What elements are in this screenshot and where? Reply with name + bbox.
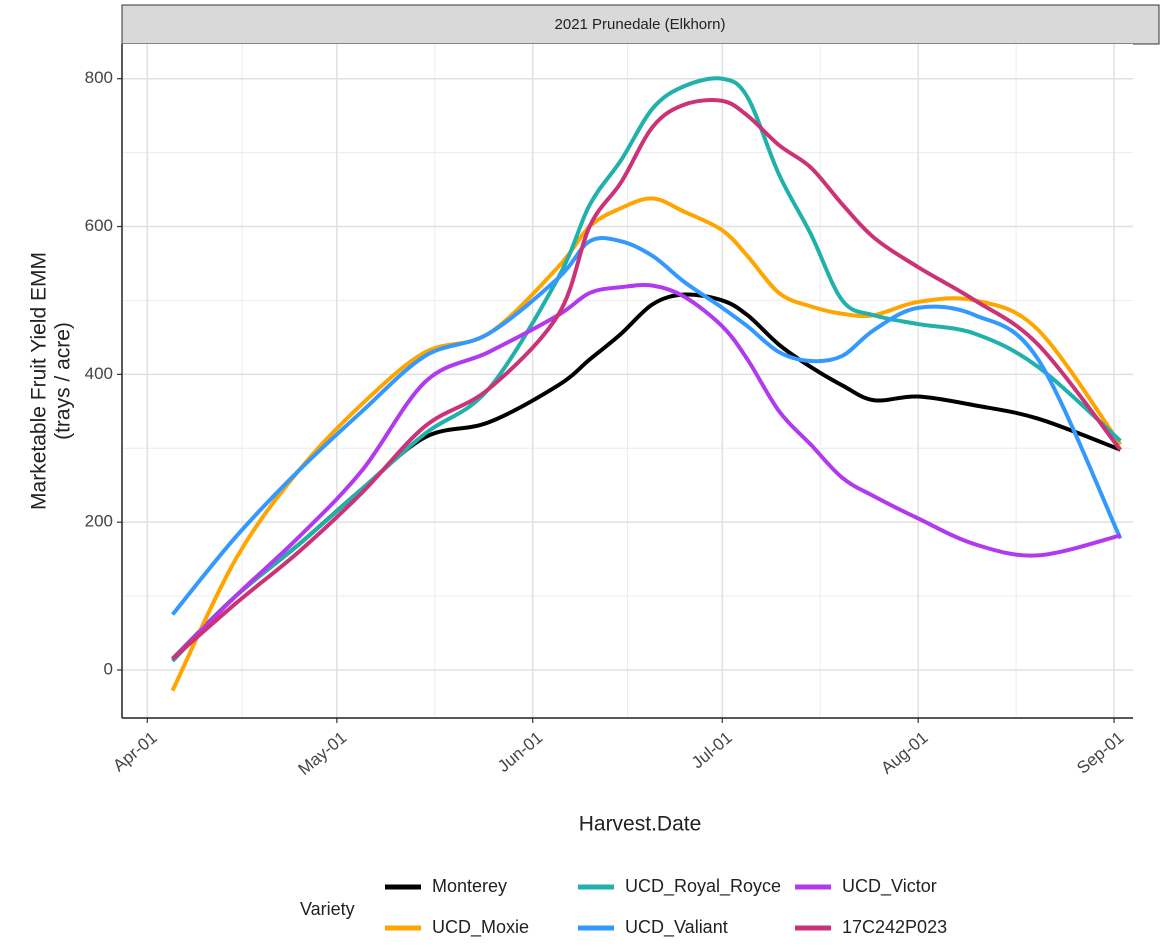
y-axis-label: (trays / acre) xyxy=(52,322,75,440)
legend-label: UCD_Victor xyxy=(842,876,937,897)
strip xyxy=(121,4,1160,45)
legend-label: UCD_Moxie xyxy=(432,917,529,938)
x-axis-label: Harvest.Date xyxy=(579,813,702,836)
series-line xyxy=(170,235,1123,616)
y-tick-label: 0 xyxy=(104,659,113,678)
x-tick-label: Jun-01 xyxy=(494,728,546,776)
x-tick-label: Sep-01 xyxy=(1073,728,1127,778)
legend-label: UCD_Valiant xyxy=(625,917,728,938)
x-tick-label: Aug-01 xyxy=(877,728,931,778)
series-line xyxy=(171,76,1122,663)
series-line xyxy=(170,196,1122,692)
legend-label: Monterey xyxy=(432,876,507,896)
series-line xyxy=(171,98,1122,661)
x-tick-label: Jul-01 xyxy=(688,728,736,772)
y-tick-label: 800 xyxy=(85,68,113,87)
x-tick-label: Apr-01 xyxy=(109,728,160,775)
legend-title: Variety xyxy=(300,899,355,919)
chart-title: 2021 Prunedale (Elkhorn) xyxy=(555,16,726,33)
legend-label: UCD_Royal_Royce xyxy=(625,876,781,897)
y-tick-label: 200 xyxy=(85,512,113,531)
x-tick-label: May-01 xyxy=(295,728,351,779)
series-line xyxy=(171,283,1121,661)
legend-label: 17C242P023 xyxy=(842,917,947,937)
y-tick-label: 400 xyxy=(85,364,113,383)
y-axis-label: Marketable Fruit Yield EMM xyxy=(28,252,51,510)
y-tick-label: 600 xyxy=(85,216,113,235)
